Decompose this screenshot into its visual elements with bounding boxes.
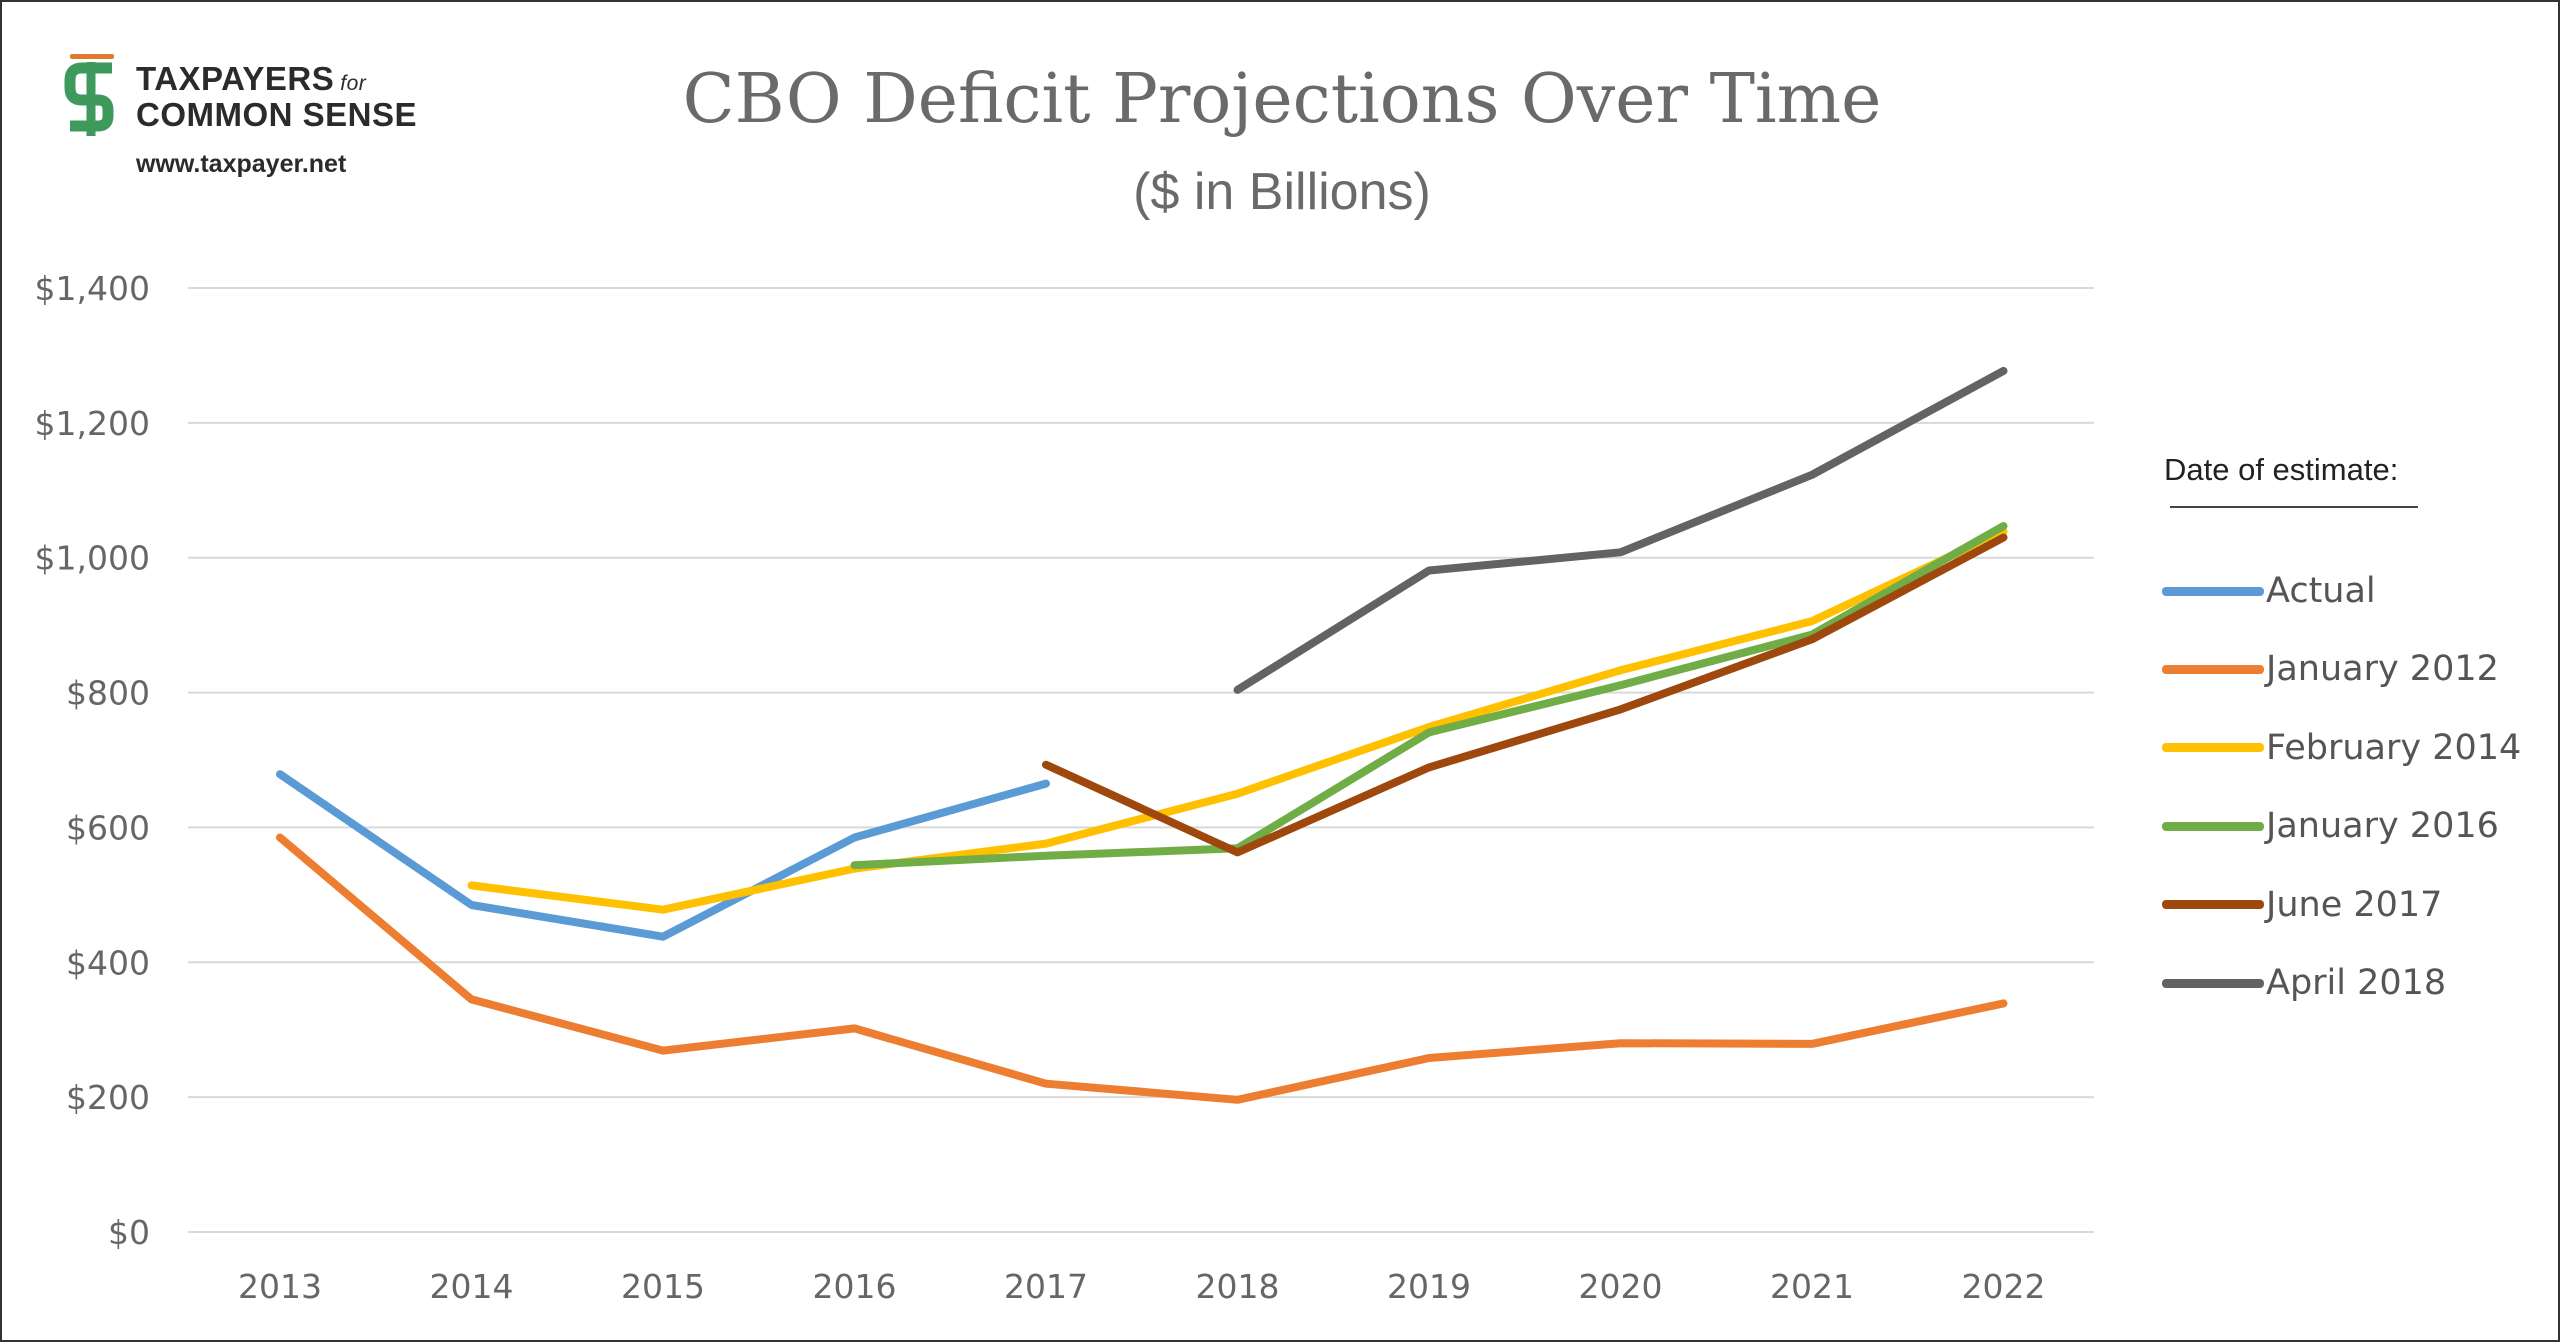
legend-label: Actual xyxy=(2266,571,2376,611)
series-line-actual[interactable] xyxy=(276,770,1050,941)
legend-swatch xyxy=(2162,664,2264,674)
legend-item-actual[interactable]: Actual xyxy=(2162,569,2376,613)
y-tick-label: $1,400 xyxy=(35,269,150,308)
x-tick-label: 2020 xyxy=(1579,1267,1663,1306)
x-tick-label: 2018 xyxy=(1196,1267,1280,1306)
series-line-june-2017[interactable] xyxy=(1042,533,2008,857)
legend-item-april-2018[interactable]: April 2018 xyxy=(2162,961,2446,1005)
chart-subtitle: ($ in Billions) xyxy=(1133,163,1431,221)
y-tick-label: $600 xyxy=(66,808,150,847)
y-tick-label: $400 xyxy=(66,943,150,982)
legend-item-june-2017[interactable]: June 2017 xyxy=(2162,883,2442,927)
x-tick-label: 2019 xyxy=(1387,1267,1471,1306)
logo-name-line1: TAXPAYERS for xyxy=(136,60,366,98)
x-tick-label: 2013 xyxy=(238,1267,322,1306)
logo-name-taxpayers: TAXPAYERS xyxy=(136,60,335,97)
series-line-january-2016[interactable] xyxy=(850,522,2008,870)
taxpayers-logo[interactable]: TAXPAYERS for COMMON SENSE www.taxpayer.n… xyxy=(64,54,484,184)
y-tick-label: $0 xyxy=(108,1213,150,1252)
x-tick-label: 2021 xyxy=(1770,1267,1854,1306)
legend-label: April 2018 xyxy=(2266,963,2447,1003)
legend-label: February 2014 xyxy=(2266,727,2522,768)
x-tick-label: 2015 xyxy=(621,1267,705,1306)
legend-item-january-2016[interactable]: January 2016 xyxy=(2162,804,2499,848)
legend-label: June 2017 xyxy=(2266,884,2443,925)
logo-url[interactable]: www.taxpayer.net xyxy=(136,150,347,178)
legend-swatch xyxy=(2162,821,2264,831)
x-tick-label: 2022 xyxy=(1962,1267,2046,1306)
x-tick-label: 2016 xyxy=(813,1267,897,1306)
logo-name-line2: COMMON SENSE xyxy=(136,96,418,133)
series-line-january-2012[interactable] xyxy=(276,833,2008,1104)
x-tick-label: 2017 xyxy=(1004,1267,1088,1306)
legend-label: January 2016 xyxy=(2266,806,2499,847)
chart-title: CBO Deficit Projections Over Time xyxy=(682,60,1882,139)
legend-item-february-2014[interactable]: February 2014 xyxy=(2162,726,2521,770)
legend-swatch xyxy=(2162,743,2264,753)
legend-swatch xyxy=(2162,900,2264,910)
series-line-april-2018[interactable] xyxy=(1233,366,2008,694)
y-tick-label: $1,200 xyxy=(35,404,150,443)
series-lines xyxy=(276,366,2008,1104)
series-line-february-2014[interactable] xyxy=(467,527,2008,914)
legend-title: Date of estimate: xyxy=(2164,452,2399,487)
legend-item-january-2012[interactable]: January 2012 xyxy=(2162,647,2499,691)
x-axis-tick-labels: 2013 2014 2015 2016 2017 2018 2019 2020 2021 2022 xyxy=(238,1267,2045,1306)
y-axis-tick-labels: $0 $200 $400 $600 $800 $1,000 $1,200 $1,400 xyxy=(35,269,150,1252)
y-tick-label: $800 xyxy=(66,674,150,713)
legend-swatch xyxy=(2162,978,2264,988)
y-tick-label: $1,000 xyxy=(35,539,150,578)
x-tick-label: 2014 xyxy=(430,1267,514,1306)
legend-label: January 2012 xyxy=(2266,649,2499,690)
dollar-sign-icon xyxy=(64,54,114,136)
legend-divider xyxy=(2170,506,2418,508)
legend-swatch xyxy=(2162,586,2264,596)
y-tick-label: $200 xyxy=(66,1078,150,1117)
gridlines xyxy=(188,287,2094,1233)
logo-name-for: for xyxy=(340,72,367,95)
